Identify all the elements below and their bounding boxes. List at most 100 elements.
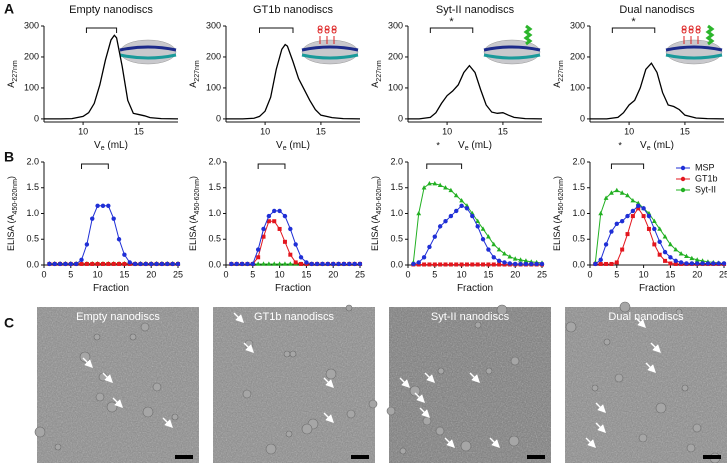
- particle: [508, 435, 520, 447]
- x-tick-label: 25: [719, 269, 727, 279]
- x-tick-label: 5: [250, 269, 255, 279]
- legend-label: Syt-II: [695, 184, 716, 194]
- x-tick-label: 25: [173, 269, 183, 279]
- data-point: [341, 261, 347, 267]
- data-point: [47, 261, 52, 267]
- data-point: [657, 252, 662, 257]
- data-point: [459, 262, 464, 267]
- data-point: [266, 213, 272, 219]
- y-tick-label: 0.5: [208, 234, 221, 244]
- arrow: [595, 422, 606, 433]
- data-point: [299, 261, 304, 266]
- data-point: [609, 229, 614, 234]
- data-point: [663, 258, 668, 263]
- y-label-part: 227nm: [12, 60, 19, 82]
- data-point: [662, 234, 668, 239]
- data-point: [437, 224, 443, 229]
- data-point: [272, 208, 277, 214]
- particle: [106, 401, 118, 413]
- data-line: [226, 43, 361, 120]
- particle: [285, 430, 293, 438]
- x-tick-label: 25: [355, 269, 365, 279]
- particle: [244, 339, 254, 349]
- data-point: [684, 253, 689, 259]
- data-point: [470, 213, 475, 219]
- x-tick-label: 15: [134, 126, 144, 136]
- y-axis-label: A227nm: [188, 60, 201, 88]
- data-point: [614, 221, 619, 226]
- particle: [485, 367, 493, 375]
- arrow: [399, 377, 410, 388]
- data-point: [652, 226, 657, 232]
- data-point: [668, 241, 673, 247]
- data-point: [651, 218, 657, 224]
- x-label-part: Fraction: [639, 283, 675, 294]
- arrow: [323, 412, 334, 423]
- particle: [34, 426, 46, 438]
- icon-band: [119, 53, 177, 60]
- x-axis-label: Fraction: [275, 283, 311, 294]
- x-tick-label: 5: [68, 269, 73, 279]
- bracket: [610, 163, 645, 169]
- data-point: [416, 260, 421, 265]
- data-point: [314, 261, 320, 267]
- x-tick-label: 10: [457, 269, 467, 279]
- data-point: [116, 237, 122, 242]
- data-point: [630, 208, 636, 214]
- data-point: [117, 261, 122, 266]
- particle: [460, 440, 472, 452]
- data-point: [73, 261, 79, 267]
- icon-band: [483, 45, 541, 52]
- y-tick-label: 200: [570, 51, 585, 61]
- legend-label: GT1b: [695, 173, 718, 183]
- arrow: [419, 407, 430, 418]
- data-point: [657, 226, 663, 231]
- data-point: [143, 261, 149, 267]
- y-label-part: ): [552, 176, 562, 179]
- data-point: [609, 261, 614, 266]
- x-tick-label: 15: [301, 269, 311, 279]
- data-point: [245, 261, 250, 267]
- particle: [591, 384, 599, 392]
- y-axis-label: ELISA (A450-620nm): [188, 176, 201, 251]
- y-tick-label: 2.0: [572, 156, 585, 166]
- arrow: [233, 312, 244, 323]
- y-tick-label: 0: [34, 113, 39, 123]
- data-point: [106, 261, 111, 266]
- y-label-part: ELISA (A: [6, 214, 16, 251]
- x-tick-label: 0: [587, 269, 592, 279]
- data-point: [443, 262, 448, 267]
- bracket: [429, 27, 474, 33]
- x-label-part: e: [647, 145, 651, 152]
- icon-glycan: [681, 25, 687, 44]
- y-tick-label: 200: [388, 51, 403, 61]
- arrow: [323, 377, 334, 388]
- x-tick-label: 10: [639, 269, 649, 279]
- data-point: [603, 195, 609, 200]
- y-tick-label: 1.0: [208, 208, 221, 218]
- y-label-part: 450-620nm: [194, 179, 201, 215]
- data-point: [454, 208, 459, 214]
- scale-bar: [175, 455, 193, 459]
- data-point: [79, 257, 84, 263]
- y-tick-label: 1.5: [390, 182, 403, 192]
- icon-band: [665, 53, 723, 60]
- x-label-part: (mL): [105, 140, 128, 151]
- data-point: [470, 262, 475, 267]
- data-point: [496, 258, 502, 264]
- y-tick-label: 100: [24, 82, 39, 92]
- particle: [614, 373, 624, 383]
- data-point: [625, 213, 630, 219]
- x-label-part: e: [283, 145, 287, 152]
- data-point: [534, 261, 539, 267]
- x-tick-label: 20: [510, 269, 520, 279]
- nanodisc-icon: [301, 25, 359, 65]
- data-point: [282, 261, 288, 266]
- icon-band: [665, 45, 723, 52]
- x-tick-label: 10: [260, 126, 270, 136]
- data-point: [336, 261, 341, 267]
- data-point: [272, 219, 277, 224]
- y-label-part: A: [188, 82, 198, 88]
- data-point: [432, 262, 437, 267]
